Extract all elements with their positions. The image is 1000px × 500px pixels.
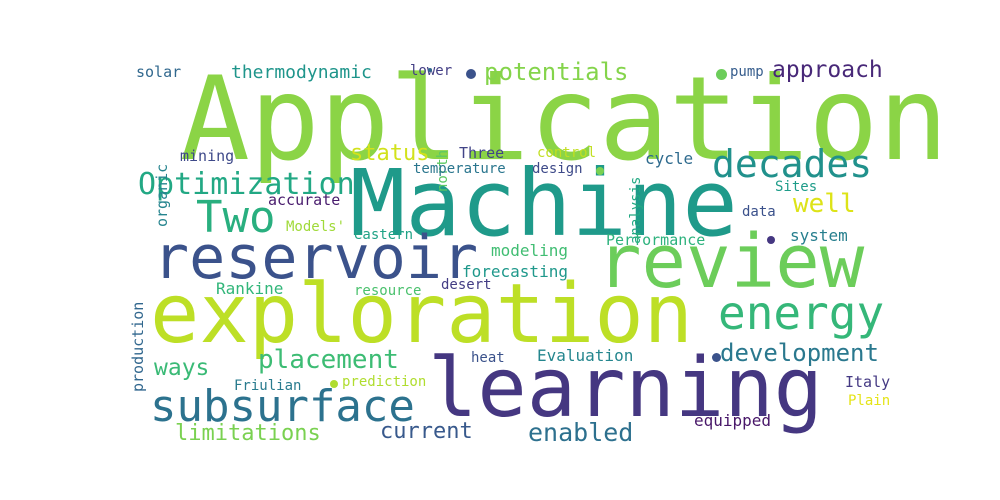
word-production: production (129, 301, 147, 392)
word-well: well (793, 189, 856, 219)
word-temperature: temperature (413, 161, 506, 177)
word-performance: Performance (606, 231, 706, 249)
word-sites: Sites (775, 179, 818, 195)
word-mining: mining (180, 147, 235, 165)
word-application: Application (180, 52, 949, 187)
dot-glyph (466, 69, 476, 79)
word-current: current (380, 419, 473, 444)
word-review: review (597, 219, 865, 305)
word-resource: resource (354, 283, 422, 299)
dot-glyph (330, 380, 338, 388)
word-reservoir: reservoir (153, 223, 479, 293)
word-thermodynamic: thermodynamic (231, 62, 372, 83)
word-friulian: Friulian (234, 378, 302, 394)
word-desert: desert (441, 277, 492, 293)
word-ways: ways (154, 355, 210, 381)
word-prediction: prediction (342, 374, 427, 390)
word-two: Two (196, 192, 276, 243)
word-italy: Italy (845, 373, 891, 391)
word-evaluation: Evaluation (537, 346, 634, 365)
word-approach: approach (772, 57, 883, 83)
word-energy: energy (718, 286, 885, 340)
word-eastern: eastern (354, 227, 414, 243)
word-machine: Machine (350, 150, 738, 257)
word-pump: pump (730, 64, 764, 80)
word-accurate: accurate (268, 191, 341, 209)
word-subsurface: subsurface (150, 381, 415, 432)
word-modeling: modeling (491, 241, 569, 260)
word-enabled: enabled (528, 418, 634, 447)
word-plain: Plain (848, 393, 891, 409)
word-development: development (720, 339, 879, 367)
word-three: Three (459, 144, 505, 162)
word-learning: learning (428, 341, 823, 436)
word-solar: solar (136, 63, 182, 81)
word-data: data (742, 204, 776, 220)
word-decades: decades (712, 142, 873, 186)
word-potentials: potentials (484, 58, 629, 86)
word-rankine: Rankine (216, 279, 284, 298)
word-optimization: Optimization (138, 167, 355, 202)
word-heat: heat (471, 350, 505, 366)
dot-glyph (596, 167, 604, 175)
word-placement: placement (258, 345, 399, 375)
word-organic: organic (153, 163, 171, 227)
dot-glyph (428, 68, 432, 72)
word-control: control (537, 145, 597, 161)
word-forecasting: forecasting (462, 262, 568, 281)
word-models: Models' (286, 219, 346, 235)
dot-glyph (716, 69, 727, 80)
word-limitations: limitations (175, 421, 321, 446)
dot-glyph (767, 236, 775, 244)
dot-glyph (712, 353, 721, 362)
word-cycle: cycle (645, 149, 694, 168)
word-design: design (532, 161, 583, 177)
word-status: status (350, 141, 430, 166)
word-system: system (790, 226, 848, 245)
word-equipped: equipped (694, 411, 772, 430)
word-exploration: exploration (150, 267, 694, 362)
